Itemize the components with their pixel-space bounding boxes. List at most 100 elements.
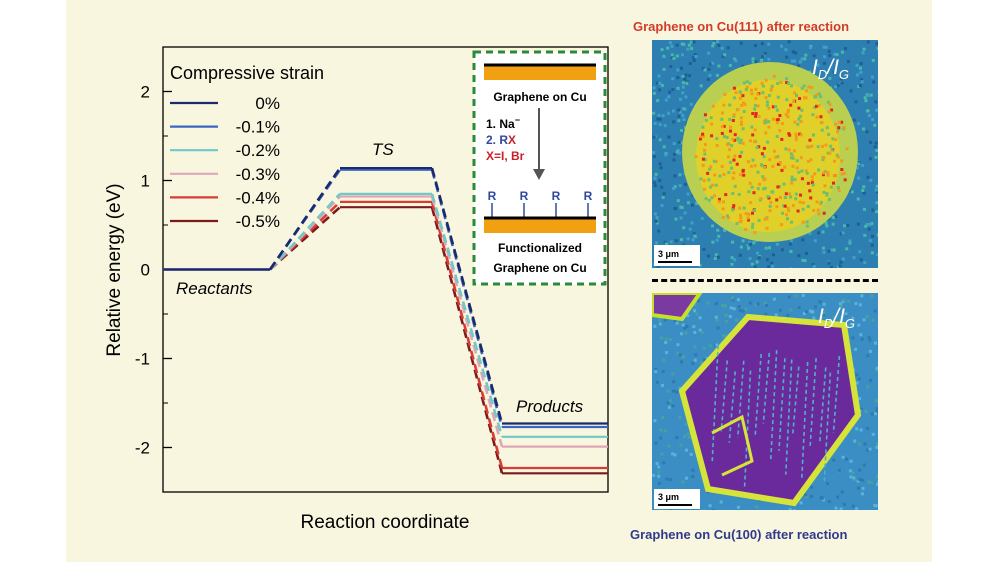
noise-pixel: [858, 250, 862, 254]
hotspot: [821, 158, 825, 162]
noise-pixel: [772, 253, 776, 257]
hotspot: [701, 134, 705, 138]
noise-pixel: [860, 78, 864, 82]
hotspot: [800, 177, 804, 181]
noise-pixel: [653, 154, 657, 158]
noise-pixel: [836, 495, 840, 499]
hotspot: [745, 80, 749, 84]
noise-pixel: [870, 251, 874, 255]
hotspot: [750, 185, 754, 189]
noise-pixel: [667, 111, 671, 115]
noise-pixel: [703, 357, 707, 361]
noise-pixel: [875, 201, 878, 205]
hotspot: [804, 96, 808, 100]
noise-pixel: [674, 206, 678, 210]
noise-pixel: [811, 263, 815, 267]
hotspot: [771, 164, 775, 168]
ratio-label-top-d: D: [818, 67, 827, 82]
noise-pixel: [724, 313, 728, 317]
noise-pixel: [699, 84, 703, 88]
noise-pixel: [658, 322, 662, 326]
noise-pixel: [693, 345, 697, 349]
hotspot: [764, 121, 768, 125]
hotspot: [748, 139, 752, 143]
hotspot: [811, 183, 815, 187]
connector-ts-product: [430, 201, 504, 469]
hotspot: [747, 190, 751, 194]
noise-pixel: [667, 444, 671, 448]
noise-pixel: [755, 251, 759, 255]
hotspot: [746, 218, 750, 222]
hotspot: [767, 125, 771, 129]
hotspot: [842, 171, 846, 175]
noise-pixel: [860, 80, 864, 84]
noise-pixel: [661, 195, 665, 199]
hotspot: [713, 173, 717, 177]
map-stripes: [711, 345, 841, 489]
noise-pixel: [662, 67, 666, 71]
noise-pixel: [737, 305, 741, 309]
hotspot: [765, 100, 769, 104]
stripe: [791, 366, 800, 435]
noise-pixel: [848, 239, 852, 243]
hotspot: [735, 162, 739, 166]
hotspot: [816, 145, 820, 149]
noise-pixel: [675, 150, 679, 154]
hotspot: [711, 104, 715, 108]
noise-pixel: [734, 59, 738, 63]
hotspot: [736, 108, 740, 112]
hotspot: [749, 88, 753, 92]
noise-pixel: [685, 324, 689, 328]
noise-pixel: [847, 299, 851, 303]
noise-pixel: [869, 140, 873, 144]
hotspot: [768, 158, 772, 162]
noise-pixel: [663, 240, 667, 244]
hotspot: [837, 120, 841, 124]
hotspot: [742, 109, 746, 113]
noise-pixel: [655, 461, 659, 465]
hotspot: [775, 135, 779, 139]
noise-pixel: [676, 351, 680, 355]
noise-pixel: [860, 337, 864, 341]
hotspot: [780, 223, 784, 227]
hotspot: [757, 145, 761, 149]
hotspot: [764, 78, 768, 82]
noise-pixel: [868, 222, 872, 226]
noise-pixel: [861, 189, 865, 193]
hotspot: [786, 82, 790, 86]
hotspot: [778, 114, 782, 118]
hotspot: [766, 140, 770, 144]
noise-pixel: [841, 455, 845, 459]
hotspot: [713, 194, 717, 198]
hotspot: [743, 102, 747, 106]
noise-pixel: [670, 55, 674, 59]
noise-pixel: [665, 477, 669, 481]
hotspot: [760, 152, 764, 156]
noise-pixel: [678, 353, 682, 357]
noise-pixel: [857, 162, 861, 166]
hotspot: [747, 212, 751, 216]
noise-pixel: [682, 226, 686, 230]
noise-pixel: [723, 304, 727, 308]
noise-pixel: [706, 77, 710, 81]
y-tick-label: 0: [141, 261, 150, 280]
hotspot: [750, 125, 754, 129]
noise-pixel: [708, 344, 712, 348]
noise-pixel: [669, 240, 673, 244]
noise-pixel: [839, 232, 843, 236]
hotspot: [805, 145, 809, 149]
hotspot: [775, 205, 779, 209]
noise-pixel: [654, 172, 658, 176]
noise-pixel: [768, 246, 772, 250]
noise-pixel: [875, 42, 878, 46]
noise-pixel: [856, 73, 860, 77]
noise-pixel: [660, 83, 664, 87]
noise-pixel: [856, 222, 860, 226]
hotspot: [766, 194, 770, 198]
hotspot: [703, 143, 707, 147]
noise-pixel: [861, 486, 865, 490]
noise-pixel: [864, 409, 868, 413]
noise-pixel: [822, 311, 826, 315]
hotspot: [763, 177, 767, 181]
